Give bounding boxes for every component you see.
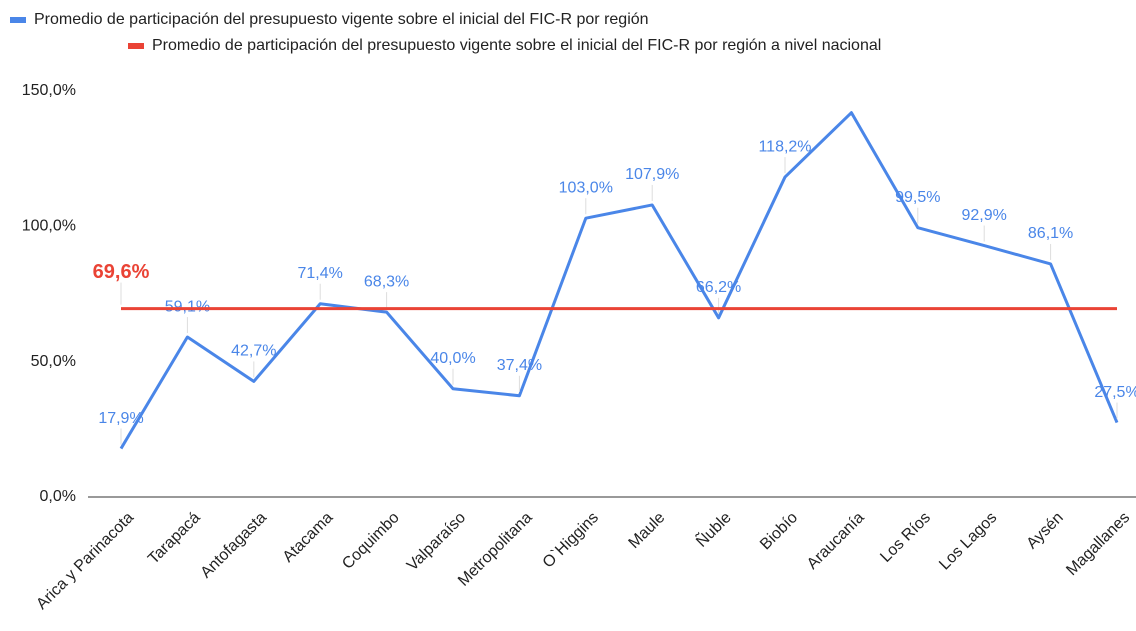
x-tick-label: Coquimbo <box>339 509 403 573</box>
x-tick-label: Los Ríos <box>877 509 934 566</box>
x-tick-label: Ñuble <box>691 507 735 551</box>
legend-swatch <box>10 17 26 23</box>
data-label: 86,1% <box>1028 225 1073 242</box>
x-tick-label: Araucanía <box>804 509 868 573</box>
data-label: 69,6% <box>93 261 150 283</box>
data-label: 17,9% <box>98 410 143 427</box>
data-label: 40,0% <box>430 350 475 367</box>
data-label: 68,3% <box>364 273 409 290</box>
legend-label: Promedio de participación del presupuest… <box>34 11 649 28</box>
legend-swatch <box>128 43 144 49</box>
x-tick-label: Maule <box>626 509 669 552</box>
data-label: 27,5% <box>1094 384 1136 401</box>
data-label: 99,5% <box>895 189 940 206</box>
data-label: 37,4% <box>497 357 542 374</box>
data-label: 103,0% <box>559 179 613 196</box>
data-label: 42,7% <box>231 343 276 360</box>
series-line <box>119 111 1119 450</box>
x-tick-label: Biobío <box>757 509 801 553</box>
data-label: 71,4% <box>298 265 343 282</box>
y-tick-label: 50,0% <box>31 353 76 370</box>
x-tick-label: Arica y Parinacota <box>33 509 137 613</box>
data-label: 92,9% <box>962 207 1007 224</box>
x-tick-label: Atacama <box>280 509 337 566</box>
x-tick-label: Valparaíso <box>404 509 469 574</box>
data-label: 59,1% <box>165 298 210 315</box>
x-tick-label: Los Lagos <box>936 509 1000 573</box>
legend-label: Promedio de participación del presupuest… <box>152 37 881 54</box>
x-tick-label: O`Higgins <box>540 509 602 571</box>
x-tick-label: Magallanes <box>1063 509 1133 579</box>
y-tick-label: 150,0% <box>22 82 76 99</box>
y-tick-label: 100,0% <box>22 218 76 235</box>
x-tick-label: Antofagasta <box>198 509 270 581</box>
y-tick-label: 0,0% <box>40 488 76 505</box>
data-label: 66,2% <box>696 279 741 296</box>
data-label: 107,9% <box>625 166 679 183</box>
x-tick-label: Tarapacá <box>145 509 204 568</box>
x-tick-label: Aysén <box>1024 509 1067 552</box>
data-label: 118,2% <box>758 138 811 155</box>
